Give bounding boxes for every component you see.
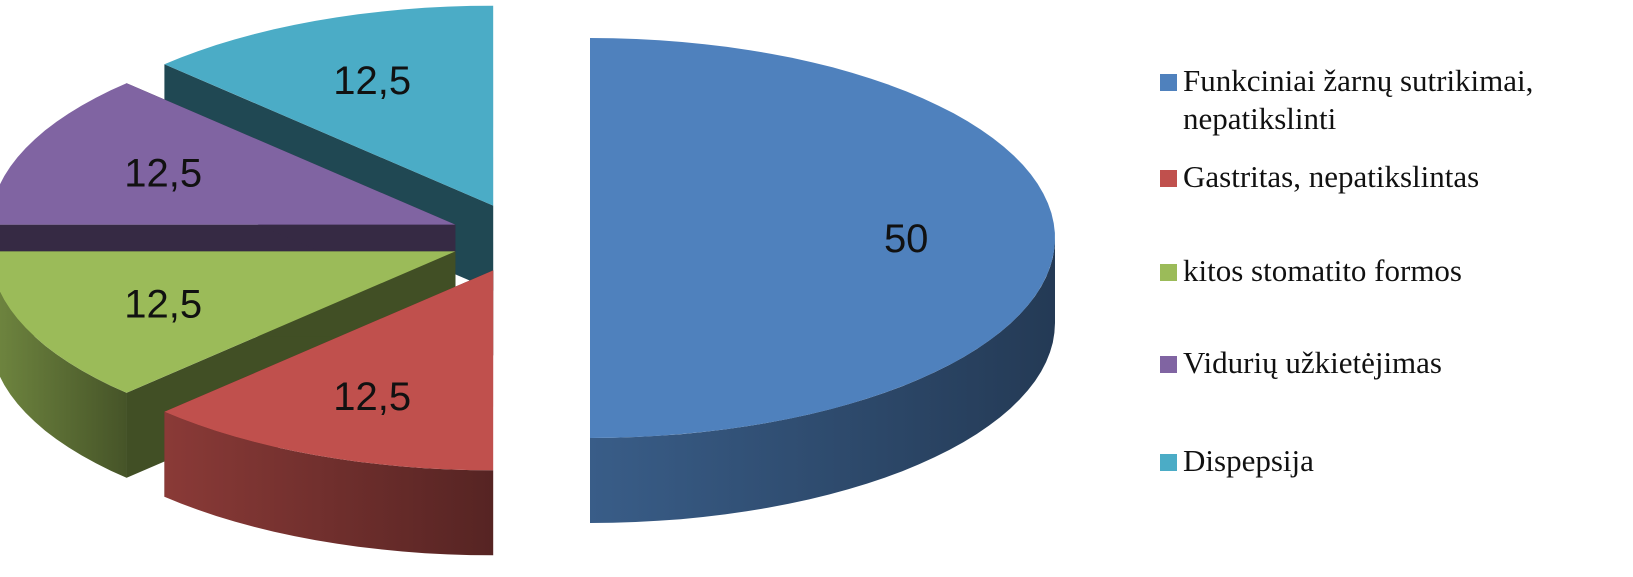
legend-item: Funkciniai žarnų sutrikimai, nepatikslin… (1160, 62, 1630, 138)
legend-label: Vidurių užkietėjimas (1183, 345, 1442, 380)
pie-data-labels: 50 12,5 12,5 12,5 12,5 (124, 59, 928, 419)
pie-data-label: 12,5 (333, 375, 411, 419)
pie-data-label: 12,5 (124, 282, 202, 326)
pie-slice-top (0, 83, 456, 225)
legend-item: Gastritas, nepatikslintas (1160, 158, 1630, 196)
legend-swatch (1160, 356, 1177, 373)
pie-slice-top (164, 270, 494, 471)
pie-slice-top (0, 251, 456, 393)
legend-label: Funkciniai žarnų sutrikimai, nepatikslin… (1183, 63, 1534, 136)
legend-swatch (1160, 170, 1177, 187)
legend-swatch (1160, 454, 1177, 471)
pie-slice-wall (0, 291, 127, 478)
pie-data-label: 50 (884, 217, 929, 261)
pie-data-label: 12,5 (124, 152, 202, 196)
pie-slice-wall (164, 411, 494, 556)
legend-label: Gastritas, nepatikslintas (1183, 159, 1480, 194)
pie-slice (590, 38, 1055, 523)
legend-label: kitos stomatito formos (1183, 253, 1462, 288)
pie-slices (0, 5, 1055, 556)
legend-swatch (1160, 264, 1177, 281)
pie-data-label: 12,5 (333, 59, 411, 103)
pie-slice (164, 270, 494, 556)
legend-item: Vidurių užkietėjimas (1160, 344, 1630, 382)
pie-slice-top (164, 5, 494, 206)
legend-item: kitos stomatito formos (1160, 252, 1630, 290)
legend-item: Dispepsija (1160, 442, 1630, 480)
legend-swatch (1160, 74, 1177, 91)
pie-slice-top (590, 38, 1055, 438)
pie-slice-wall (590, 238, 1055, 523)
legend-label: Dispepsija (1183, 443, 1314, 478)
